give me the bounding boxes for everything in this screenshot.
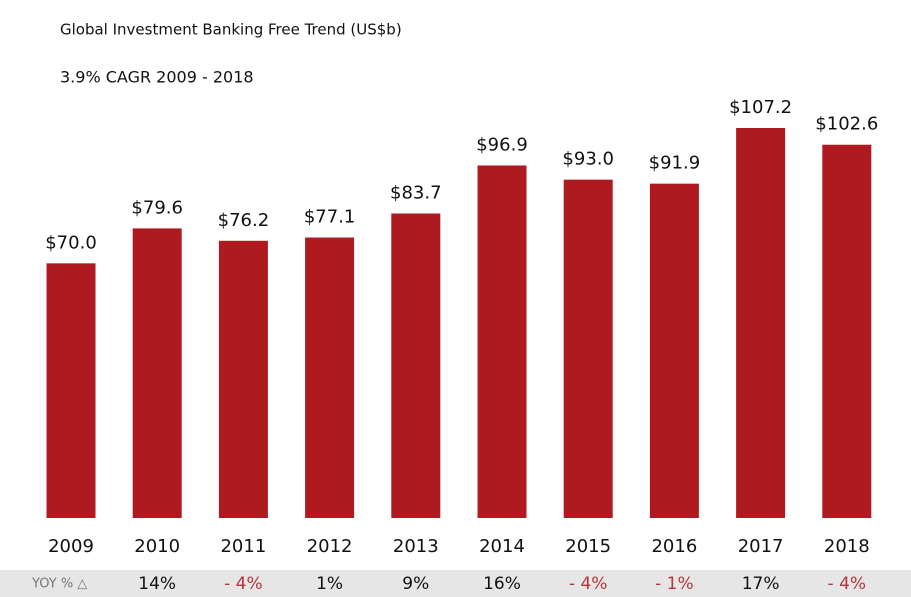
x-tick-label: 2010: [134, 536, 180, 557]
value-label: $79.6: [131, 197, 183, 218]
bar: [649, 183, 699, 519]
value-label: $77.1: [304, 207, 356, 228]
value-label: $93.0: [562, 149, 614, 170]
yoy-value: - 1%: [655, 574, 694, 594]
value-label: $107.2: [729, 97, 792, 118]
bar: [218, 240, 268, 518]
value-label: $102.6: [815, 114, 878, 135]
chart-title: Global Investment Banking Free Trend (US…: [60, 21, 402, 39]
x-tick-label: 2014: [479, 536, 525, 557]
yoy-label: YOY % △: [31, 577, 87, 592]
chart-subtitle: 3.9% CAGR 2009 - 2018: [60, 68, 254, 87]
yoy-value: - 4%: [828, 574, 867, 594]
bar: [46, 263, 96, 518]
yoy-band: [0, 570, 911, 597]
bar: [132, 228, 182, 518]
yoy-value: 1%: [316, 574, 343, 594]
value-label: $83.7: [390, 182, 442, 203]
bar: [563, 179, 613, 518]
bar: [822, 144, 872, 518]
x-tick-label: 2018: [824, 536, 870, 557]
x-tick-label: 2013: [393, 536, 439, 557]
bar: [736, 128, 786, 518]
bar: [477, 165, 527, 518]
yoy-value: 14%: [138, 574, 176, 594]
yoy-value: 9%: [402, 574, 429, 594]
yoy-value: - 4%: [224, 574, 263, 594]
value-label: $91.9: [649, 153, 701, 174]
x-tick-label: 2016: [651, 536, 697, 557]
yoy-value: 17%: [742, 574, 780, 594]
x-tick-label: 2011: [220, 536, 266, 557]
x-tick-label: 2015: [565, 536, 611, 557]
yoy-value: 16%: [483, 574, 521, 594]
x-tick-label: 2009: [48, 536, 94, 557]
yoy-value: - 4%: [569, 574, 608, 594]
value-label: $70.0: [45, 232, 97, 253]
x-tick-label: 2017: [738, 536, 784, 557]
value-label: $96.9: [476, 134, 528, 155]
bar: [391, 213, 441, 519]
value-label: $76.2: [218, 210, 270, 231]
x-tick-label: 2012: [307, 536, 353, 557]
bar: [305, 237, 355, 518]
